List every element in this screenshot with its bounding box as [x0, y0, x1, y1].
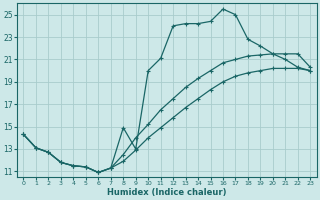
X-axis label: Humidex (Indice chaleur): Humidex (Indice chaleur): [107, 188, 227, 197]
